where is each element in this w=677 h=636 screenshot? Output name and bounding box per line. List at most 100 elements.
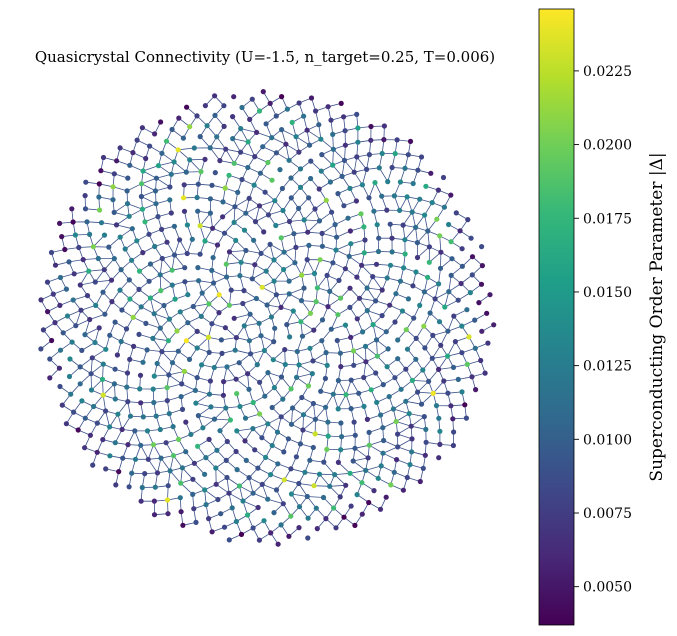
graph-node bbox=[422, 345, 428, 351]
graph-node bbox=[301, 113, 307, 119]
graph-node bbox=[265, 421, 271, 427]
graph-node bbox=[213, 465, 219, 471]
graph-node bbox=[233, 518, 239, 525]
graph-node bbox=[143, 155, 149, 162]
graph-node bbox=[415, 389, 421, 395]
graph-node bbox=[98, 168, 104, 174]
graph-node bbox=[76, 244, 82, 251]
graph-node bbox=[195, 265, 201, 271]
graph-node bbox=[197, 223, 203, 229]
graph-node bbox=[198, 169, 204, 175]
graph-node bbox=[220, 214, 226, 220]
graph-node bbox=[111, 171, 117, 177]
graph-node bbox=[233, 376, 239, 382]
graph-node bbox=[87, 432, 93, 438]
graph-node bbox=[466, 334, 472, 340]
graph-node bbox=[299, 333, 306, 339]
graph-node bbox=[222, 185, 228, 191]
graph-node bbox=[203, 502, 209, 508]
graph-node bbox=[263, 268, 269, 274]
graph-node bbox=[112, 319, 118, 325]
graph-node bbox=[256, 537, 262, 543]
graph-node bbox=[362, 343, 369, 349]
graph-node bbox=[260, 89, 266, 95]
graph-node bbox=[178, 394, 184, 400]
graph-node bbox=[269, 442, 275, 449]
graph-node bbox=[420, 465, 426, 471]
graph-node bbox=[392, 319, 398, 325]
graph-node bbox=[436, 415, 442, 421]
graph-node bbox=[293, 454, 299, 460]
graph-node bbox=[441, 378, 447, 384]
graph-node bbox=[90, 462, 96, 468]
graph-node bbox=[251, 182, 257, 188]
graph-node bbox=[132, 456, 139, 462]
graph-node bbox=[364, 285, 370, 291]
graph-node bbox=[187, 124, 193, 130]
graph-node bbox=[467, 290, 473, 296]
graph-node bbox=[336, 277, 342, 283]
graph-node bbox=[290, 405, 296, 411]
graph-node bbox=[123, 326, 130, 332]
graph-node bbox=[199, 362, 205, 368]
graph-node bbox=[165, 511, 171, 517]
graph-node bbox=[150, 442, 157, 448]
colorbar-tick-label: 0.0100 bbox=[583, 432, 632, 448]
graph-node bbox=[343, 482, 349, 488]
graph-node bbox=[181, 368, 187, 374]
graph-node bbox=[354, 274, 360, 280]
graph-node bbox=[134, 137, 140, 143]
graph-node bbox=[214, 447, 220, 453]
graph-node bbox=[90, 244, 96, 250]
graph-node bbox=[459, 350, 465, 356]
graph-node bbox=[278, 414, 284, 420]
graph-node bbox=[289, 119, 295, 125]
graph-node bbox=[261, 229, 267, 235]
graph-node bbox=[274, 429, 281, 435]
graph-node bbox=[226, 172, 232, 178]
graph-node bbox=[211, 364, 217, 371]
graph-node bbox=[491, 322, 497, 328]
graph-node bbox=[125, 442, 131, 448]
graph-node bbox=[111, 209, 117, 215]
graph-node bbox=[446, 289, 452, 295]
graph-node bbox=[224, 274, 230, 280]
graph-node bbox=[151, 311, 157, 317]
graph-node bbox=[80, 257, 86, 263]
graph-node bbox=[194, 328, 200, 334]
colorbar-tick-label: 0.0125 bbox=[583, 359, 632, 375]
graph-node bbox=[139, 181, 145, 187]
graph-node bbox=[273, 222, 279, 229]
graph-node bbox=[45, 309, 51, 315]
graph-node bbox=[484, 310, 490, 316]
graph-node bbox=[194, 345, 200, 351]
graph-node bbox=[278, 522, 284, 528]
graph-node bbox=[271, 278, 277, 284]
graph-node bbox=[246, 475, 252, 481]
graph-node bbox=[226, 490, 232, 496]
graph-node bbox=[114, 352, 120, 358]
graph-node bbox=[305, 535, 311, 541]
graph-node bbox=[328, 326, 334, 332]
graph-node bbox=[92, 279, 98, 285]
graph-node bbox=[138, 442, 144, 448]
graph-node bbox=[366, 195, 372, 201]
graph-node bbox=[479, 263, 485, 269]
graph-node bbox=[402, 237, 408, 243]
graph-node bbox=[177, 309, 183, 315]
graph-node bbox=[354, 154, 360, 160]
graph-node bbox=[96, 325, 102, 331]
graph-node bbox=[347, 228, 353, 234]
graph-node bbox=[158, 455, 164, 461]
graph-node bbox=[394, 137, 400, 143]
graph-node bbox=[87, 316, 93, 323]
graph-node bbox=[296, 504, 303, 510]
graph-node bbox=[387, 302, 393, 308]
graph-node bbox=[87, 231, 93, 237]
graph-node bbox=[280, 207, 286, 214]
graph-node bbox=[256, 108, 263, 114]
graph-node bbox=[294, 374, 300, 380]
graph-node bbox=[70, 219, 76, 225]
colorbar-tick-label: 0.0225 bbox=[583, 64, 632, 80]
graph-node bbox=[323, 404, 329, 410]
